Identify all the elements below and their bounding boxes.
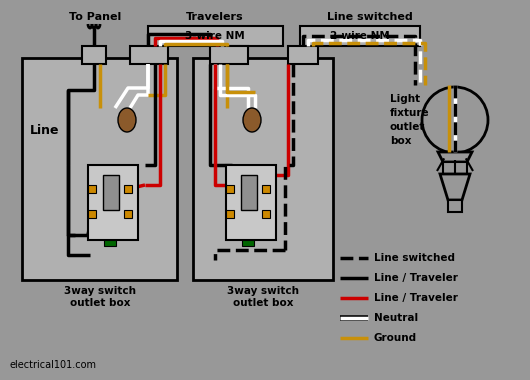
Text: 3-wire NM: 3-wire NM xyxy=(185,31,245,41)
Bar xyxy=(262,185,270,193)
Text: 2-wire NM: 2-wire NM xyxy=(330,31,390,41)
Bar xyxy=(22,58,177,280)
Bar xyxy=(124,185,132,193)
Bar xyxy=(193,58,333,280)
Polygon shape xyxy=(438,152,472,162)
Bar xyxy=(242,240,254,246)
Ellipse shape xyxy=(243,108,261,132)
Polygon shape xyxy=(440,174,470,200)
Text: Line switched: Line switched xyxy=(374,253,455,263)
Text: Neutral: Neutral xyxy=(374,313,418,323)
Text: To Panel: To Panel xyxy=(69,12,121,22)
Bar xyxy=(448,200,462,212)
Bar xyxy=(88,185,96,193)
Bar xyxy=(288,46,318,64)
Text: Line / Traveler: Line / Traveler xyxy=(374,293,458,303)
Bar xyxy=(226,165,276,240)
Text: electrical101.com: electrical101.com xyxy=(10,360,97,370)
Bar xyxy=(148,26,283,46)
Bar xyxy=(88,165,138,240)
Bar xyxy=(262,210,270,218)
Bar xyxy=(124,210,132,218)
Bar xyxy=(226,185,234,193)
Bar xyxy=(241,175,257,210)
Bar xyxy=(210,46,248,64)
Text: 3way switch
outlet box: 3way switch outlet box xyxy=(64,286,136,307)
Text: Line / Traveler: Line / Traveler xyxy=(374,273,458,283)
Bar xyxy=(130,46,168,64)
Circle shape xyxy=(422,87,488,153)
Bar xyxy=(300,26,420,46)
Bar xyxy=(226,210,234,218)
Bar xyxy=(82,46,106,64)
Ellipse shape xyxy=(118,108,136,132)
Text: Ground: Ground xyxy=(374,333,417,343)
Bar xyxy=(103,175,119,210)
Bar xyxy=(88,210,96,218)
Text: Line: Line xyxy=(30,124,59,136)
Text: Travelers: Travelers xyxy=(186,12,244,22)
Text: Light
fixture
outlet
box: Light fixture outlet box xyxy=(390,94,430,146)
Bar xyxy=(104,240,116,246)
Bar xyxy=(443,162,467,174)
Text: Line switched: Line switched xyxy=(327,12,413,22)
Text: 3way switch
outlet box: 3way switch outlet box xyxy=(227,286,299,307)
